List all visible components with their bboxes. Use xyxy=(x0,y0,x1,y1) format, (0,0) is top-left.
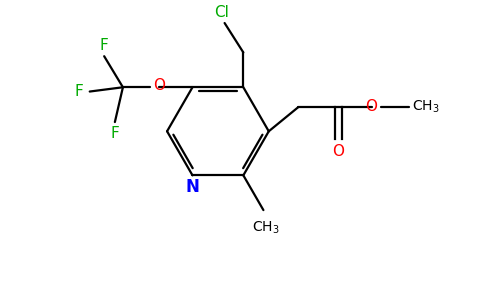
Text: F: F xyxy=(100,38,108,53)
Text: F: F xyxy=(75,84,83,99)
Text: Cl: Cl xyxy=(214,5,229,20)
Text: N: N xyxy=(185,178,199,196)
Text: O: O xyxy=(153,78,166,93)
Text: CH$_3$: CH$_3$ xyxy=(412,99,439,116)
Text: O: O xyxy=(333,144,344,159)
Text: O: O xyxy=(365,99,378,114)
Text: F: F xyxy=(110,126,119,141)
Text: CH$_3$: CH$_3$ xyxy=(252,220,280,236)
